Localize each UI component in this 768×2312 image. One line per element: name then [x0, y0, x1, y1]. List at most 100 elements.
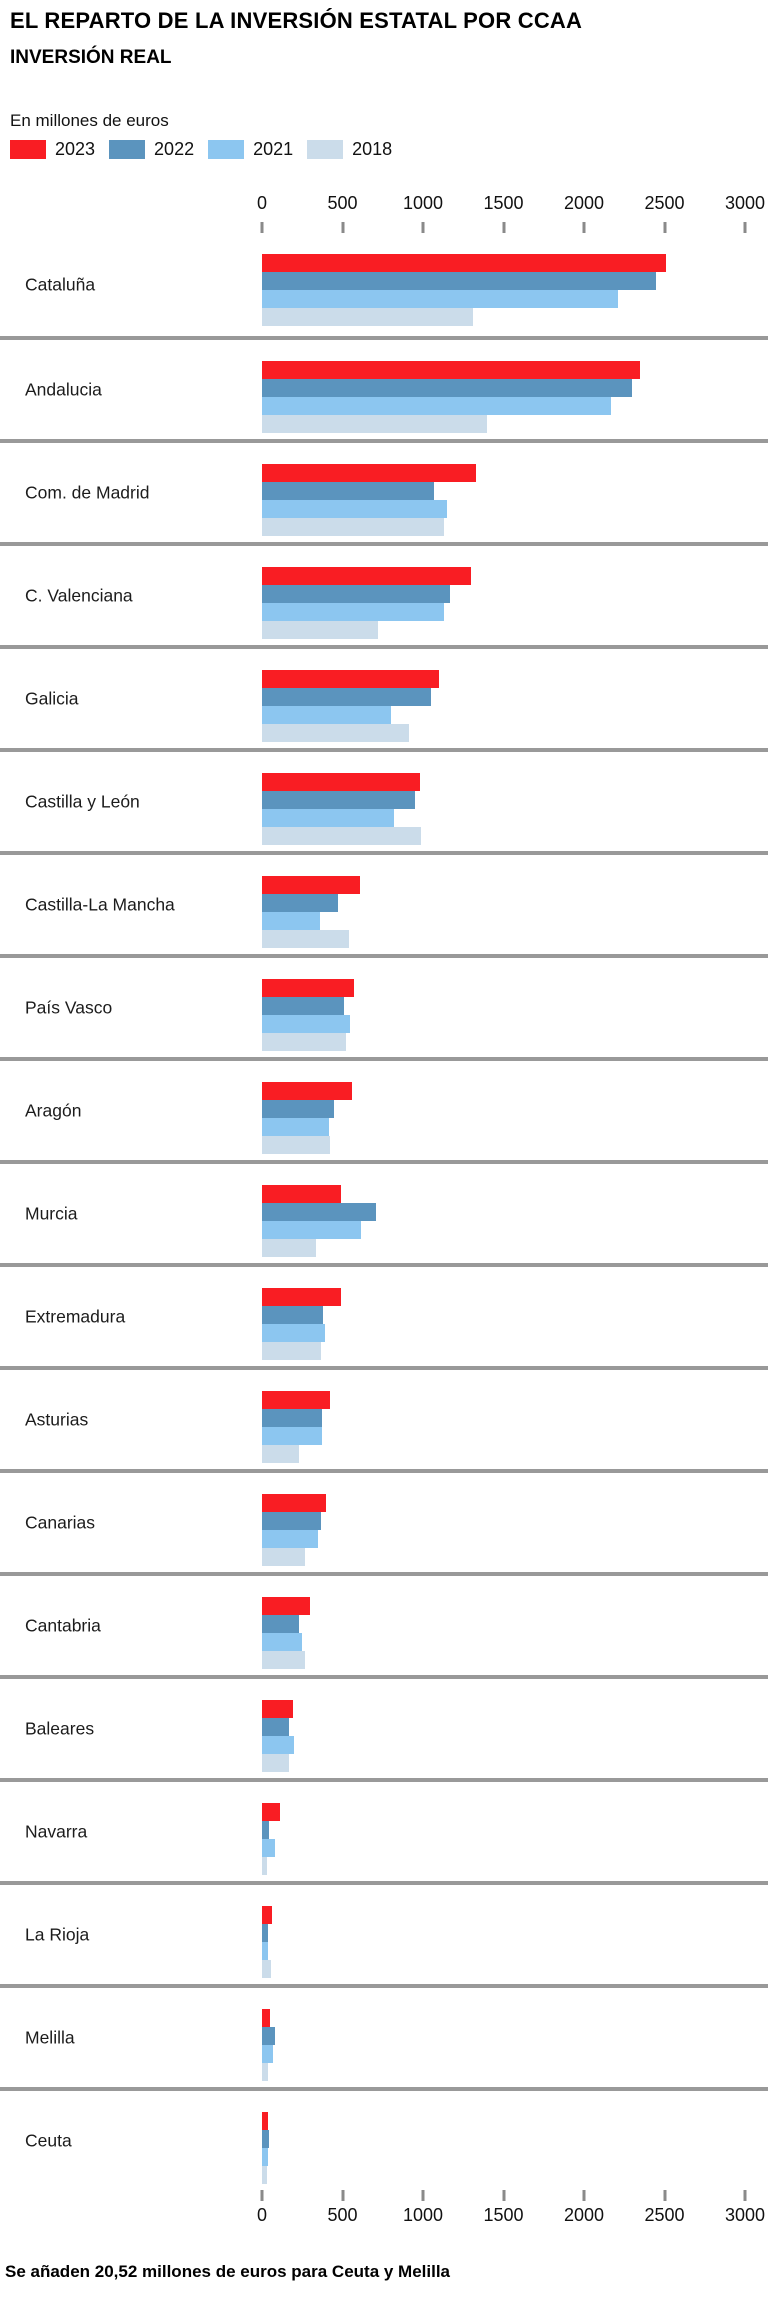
bar-2018 [262, 827, 422, 845]
bar-2023 [262, 670, 440, 688]
x-axis-bottom: 0 500 1000 1500 2000 2500 3000 [0, 2190, 768, 2236]
chart-row-c-valenciana: C. Valenciana [0, 542, 768, 645]
chart-row-ceuta: Ceuta [0, 2087, 768, 2190]
bar-group [262, 1288, 341, 1360]
row-label: Com. de Madrid [25, 482, 150, 502]
bar-2018 [262, 1754, 290, 1772]
chart-row-melilla: Melilla [0, 1984, 768, 2087]
bar-group [262, 1494, 327, 1566]
row-label: La Rioja [25, 1924, 90, 1944]
bar-2018 [262, 415, 488, 433]
legend-label-2023: 2023 [55, 138, 96, 159]
chart-row-extremadura: Extremadura [0, 1263, 768, 1366]
bar-2022 [262, 2130, 270, 2148]
bar-2018 [262, 2166, 267, 2184]
axis-tick-label-0: 0 [256, 2205, 268, 2225]
bar-2023 [262, 876, 361, 894]
bar-group [262, 1391, 331, 1463]
chart-legend: 2023 2022 2021 2018 [10, 139, 768, 159]
axis-tick-label-500: 500 [327, 193, 358, 213]
bar-group [262, 773, 422, 845]
bar-2018 [262, 1342, 321, 1360]
bar-2023 [262, 1700, 293, 1718]
bar-2023 [262, 464, 477, 482]
chart-row-asturias: Asturias [0, 1366, 768, 1469]
chart-row-castilla-la-mancha: Castilla-La Mancha [0, 851, 768, 954]
bar-2018 [262, 1445, 300, 1463]
bar-2021 [262, 1530, 319, 1548]
axis-tick-label-3000: 3000 [724, 193, 766, 213]
axis-tick-label-0: 0 [256, 193, 268, 213]
bar-2023 [262, 1906, 273, 1924]
row-label: C. Valenciana [25, 585, 133, 605]
legend-label-2018: 2018 [352, 138, 393, 159]
chart-row-castilla-y-le-n: Castilla y León [0, 748, 768, 851]
bar-2023 [262, 1185, 341, 1203]
row-label: Canarias [25, 1512, 96, 1532]
row-label: País Vasco [25, 997, 113, 1017]
axis-tick-label-2500: 2500 [644, 2205, 685, 2225]
bar-2023 [262, 2112, 269, 2130]
axis-tick-mark-2000 [582, 222, 586, 233]
row-label: Navarra [25, 1821, 88, 1841]
bar-2022 [262, 688, 432, 706]
bar-2021 [262, 1118, 329, 1136]
chart-row-arag-n: Aragón [0, 1057, 768, 1160]
bar-2022 [262, 1203, 377, 1221]
axis-tick-label-2000: 2000 [563, 2205, 605, 2225]
row-label: Cantabria [25, 1615, 101, 1635]
bar-group [262, 567, 472, 639]
bar-2022 [262, 272, 657, 290]
legend-label-2022: 2022 [154, 138, 195, 159]
axis-tick-mark-1500 [502, 2190, 505, 2201]
chart-row-cantabria: Cantabria [0, 1572, 768, 1675]
bar-2018 [262, 1033, 346, 1051]
bar-2023 [262, 773, 420, 791]
axis-tick-mark-1500 [502, 222, 505, 233]
axis-tick-mark-0 [260, 222, 264, 233]
bar-2021 [262, 1942, 269, 1960]
bar-2023 [262, 1288, 341, 1306]
bar-group [262, 254, 667, 326]
bar-2018 [262, 1857, 267, 1875]
chart-row-la-rioja: La Rioja [0, 1881, 768, 1984]
row-label: Melilla [25, 2027, 75, 2047]
bar-2022 [262, 894, 338, 912]
bar-group [262, 670, 440, 742]
row-label: Cataluña [25, 274, 96, 294]
bar-2022 [262, 1615, 300, 1633]
axis-tick-mark-2500 [663, 2190, 666, 2201]
bar-2022 [262, 1924, 268, 1942]
bar-2018 [262, 1960, 271, 1978]
axis-tick-mark-2500 [663, 222, 666, 233]
legend-item-2022: 2022 [109, 139, 194, 160]
chart-row-canarias: Canarias [0, 1469, 768, 1572]
legend-swatch-2023 [10, 139, 46, 159]
bar-2021 [262, 809, 395, 827]
bar-group [262, 1185, 377, 1257]
footer-note: Se añaden 20,52 millones de euros para C… [5, 2262, 451, 2281]
bar-group [262, 1082, 353, 1154]
bar-2023 [262, 567, 472, 585]
chart-row-murcia: Murcia [0, 1160, 768, 1263]
row-label: Andalucia [25, 379, 102, 399]
chart-row-pa-s-vasco: País Vasco [0, 954, 768, 1057]
bar-2021 [262, 603, 444, 621]
bar-2022 [262, 379, 633, 397]
row-label: Galicia [25, 688, 79, 708]
bar-2022 [262, 1512, 321, 1530]
bar-2018 [262, 518, 444, 536]
bar-2021 [262, 1324, 325, 1342]
axis-tick-label-1000: 1000 [402, 193, 444, 213]
bar-2018 [262, 1239, 316, 1257]
bar-group [262, 464, 477, 536]
axis-tick-label-1500: 1500 [483, 2205, 524, 2225]
bar-2021 [262, 1839, 275, 1857]
bar-2022 [262, 1306, 324, 1324]
axis-tick-mark-2000 [582, 2190, 586, 2201]
units-note: En millones de euros [10, 111, 169, 130]
axis-tick-mark-500 [341, 2190, 344, 2201]
bar-2021 [262, 2045, 274, 2063]
bar-group [262, 1803, 280, 1875]
bar-2022 [262, 997, 345, 1015]
